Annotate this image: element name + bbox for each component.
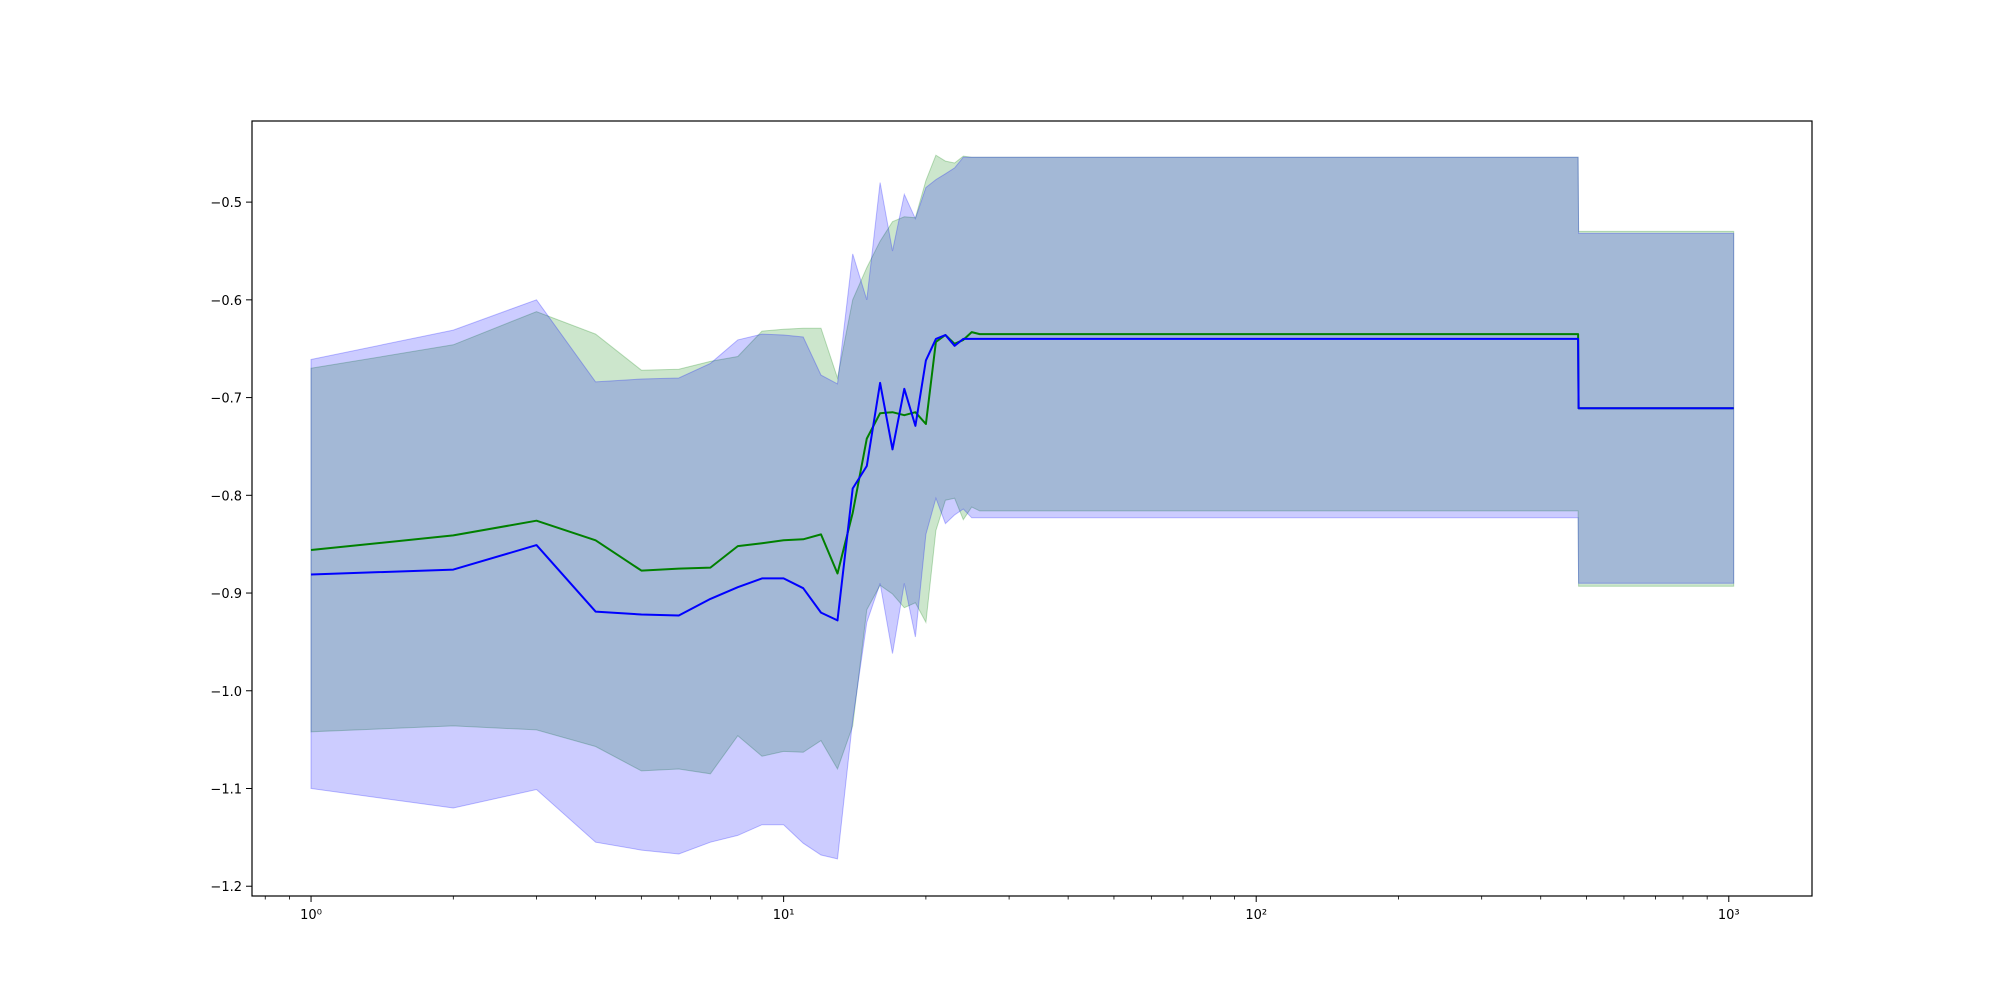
y-tick-label: −0.5 <box>210 196 242 211</box>
y-tick-label: −0.6 <box>210 294 242 309</box>
y-tick-label: −0.9 <box>210 587 242 602</box>
y-tick-label: −1.1 <box>210 782 242 797</box>
x-tick-label: 10³ <box>1718 908 1740 923</box>
y-axis: −0.5 −0.6 −0.7 −0.8 −0.9 −1.0 −1.1 −1.2 <box>210 196 252 895</box>
x-tick-label: 10² <box>1245 908 1267 923</box>
x-axis: 10⁰ 10¹ 10² 10³ <box>264 896 1740 923</box>
confidence-band-0 <box>310 154 1735 775</box>
x-tick-label: 10¹ <box>773 908 795 923</box>
x-tick-label: 10⁰ <box>300 908 322 923</box>
confidence-bands <box>310 154 1735 860</box>
y-tick-label: −0.7 <box>210 392 242 407</box>
y-tick-label: −0.8 <box>210 489 242 504</box>
series-line-0 <box>310 331 1734 575</box>
series-line-1 <box>310 334 1734 622</box>
plot-frame <box>251 120 1813 897</box>
series-lines <box>310 331 1734 622</box>
y-tick-label: −1.0 <box>210 685 242 700</box>
confidence-band-1 <box>310 156 1735 860</box>
y-tick-label: −1.2 <box>210 880 242 895</box>
